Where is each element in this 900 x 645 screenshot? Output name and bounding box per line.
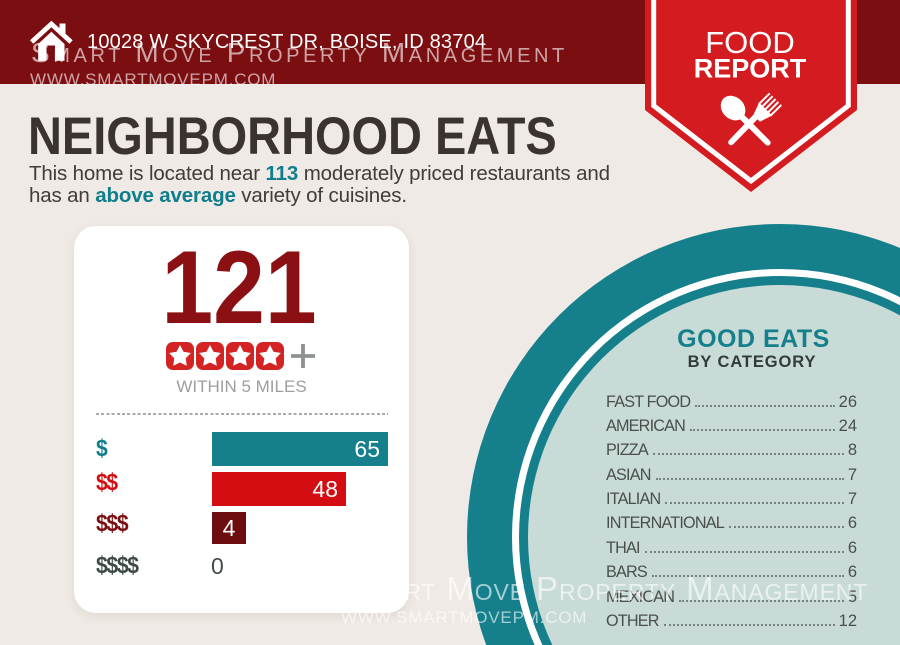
svg-text:FOOD: FOOD — [705, 25, 795, 60]
svg-text:REPORT: REPORT — [694, 54, 807, 84]
